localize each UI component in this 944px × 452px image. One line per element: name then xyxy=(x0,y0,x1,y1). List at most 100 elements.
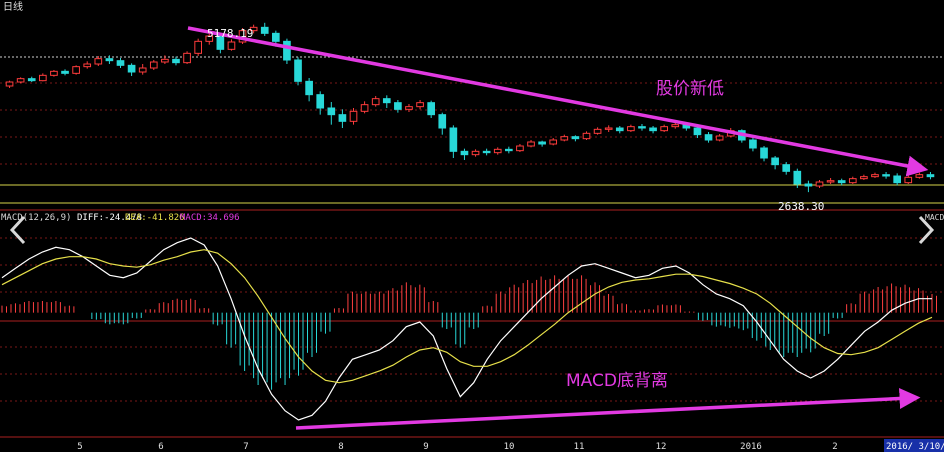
candle xyxy=(649,126,657,134)
candle-body xyxy=(294,59,302,82)
candle xyxy=(216,34,225,54)
candle-body xyxy=(871,174,879,178)
x-tick-label: 6 xyxy=(158,442,163,452)
candle xyxy=(505,146,513,154)
period-label: 日线 xyxy=(3,0,23,13)
candle-body xyxy=(615,127,624,132)
candle-body xyxy=(782,164,791,172)
candle xyxy=(449,125,458,158)
macd-legend-diff: DIFF:-24.478 xyxy=(77,213,142,223)
candle xyxy=(327,102,336,125)
candle-body xyxy=(804,183,813,187)
candle-body xyxy=(72,66,80,74)
candle-body xyxy=(172,58,180,64)
price-annotation: 股价新低 xyxy=(656,79,724,99)
candle xyxy=(205,32,214,45)
candle-body xyxy=(105,58,114,62)
x-tick-label: 10 xyxy=(504,442,515,452)
candle xyxy=(183,51,191,64)
candle xyxy=(549,138,558,146)
macd-right-label: MACD xyxy=(925,213,944,222)
candle-body xyxy=(205,35,214,42)
chevron-right-icon xyxy=(918,215,935,245)
candle xyxy=(482,148,491,156)
candle-body xyxy=(860,176,868,180)
candle xyxy=(782,162,791,175)
candle-body xyxy=(926,174,935,178)
candle-body xyxy=(482,150,491,154)
candle-body xyxy=(715,135,724,141)
candle-body xyxy=(460,150,469,156)
candle-body xyxy=(194,40,202,54)
date-readout: 2016/ 3/10/四 xyxy=(886,442,944,452)
price-trend-arrow xyxy=(187,26,929,177)
candle-body xyxy=(449,127,458,152)
candle xyxy=(61,69,69,76)
candle xyxy=(249,24,258,34)
candle xyxy=(360,101,369,114)
candle xyxy=(260,22,269,36)
candle-body xyxy=(593,128,602,134)
x-tick-label: 11 xyxy=(574,442,585,452)
candle-body xyxy=(638,126,646,129)
candle-body xyxy=(604,127,613,130)
candle xyxy=(638,124,646,131)
next-arrow[interactable] xyxy=(914,214,938,246)
candle xyxy=(582,131,591,140)
candle-body xyxy=(516,145,524,152)
candle-body xyxy=(39,74,47,82)
candle-body xyxy=(216,35,225,50)
candle-body xyxy=(161,58,169,63)
candle-body xyxy=(305,80,313,96)
date-readout-box xyxy=(884,439,944,452)
candle xyxy=(149,60,158,70)
candle-body xyxy=(649,127,657,132)
candle xyxy=(427,100,435,118)
candle-body xyxy=(249,26,258,32)
candle xyxy=(604,125,613,132)
candle xyxy=(394,100,402,113)
candle-body xyxy=(771,157,779,166)
candle xyxy=(371,96,380,107)
candle xyxy=(294,57,302,86)
candle-body xyxy=(837,180,846,184)
candle xyxy=(871,172,879,178)
candle xyxy=(560,134,569,142)
candle xyxy=(105,55,114,64)
candle-body xyxy=(571,136,580,140)
candle xyxy=(493,147,502,155)
candle-body xyxy=(360,104,369,112)
x-tick-label: 7 xyxy=(243,442,248,452)
candle xyxy=(27,76,36,82)
candle-body xyxy=(471,150,480,156)
candle-body xyxy=(848,178,857,184)
candle-body xyxy=(627,126,635,132)
candle xyxy=(627,124,635,132)
high-value-label: 5178.19 xyxy=(207,27,253,40)
candle-body xyxy=(149,61,158,69)
candle-body xyxy=(893,175,901,184)
candle-body xyxy=(760,147,768,159)
candle xyxy=(593,127,602,135)
candle-body xyxy=(416,102,424,108)
macd-trend-arrow xyxy=(295,388,921,430)
candle xyxy=(316,91,325,115)
candle xyxy=(161,55,169,64)
candle xyxy=(804,180,813,193)
candle xyxy=(749,138,757,152)
x-tick-label: 8 xyxy=(338,442,343,452)
candle xyxy=(338,109,347,128)
candle-body xyxy=(882,174,890,177)
candle xyxy=(227,39,236,51)
candle xyxy=(50,70,58,77)
candle xyxy=(416,100,424,110)
candle xyxy=(72,65,80,75)
candle-body xyxy=(327,107,336,116)
candle-body xyxy=(61,70,69,74)
candle-body xyxy=(94,58,103,65)
previous-arrow[interactable] xyxy=(6,214,30,246)
candle-body xyxy=(438,114,447,129)
candle xyxy=(882,172,890,179)
candle-body xyxy=(693,127,702,136)
